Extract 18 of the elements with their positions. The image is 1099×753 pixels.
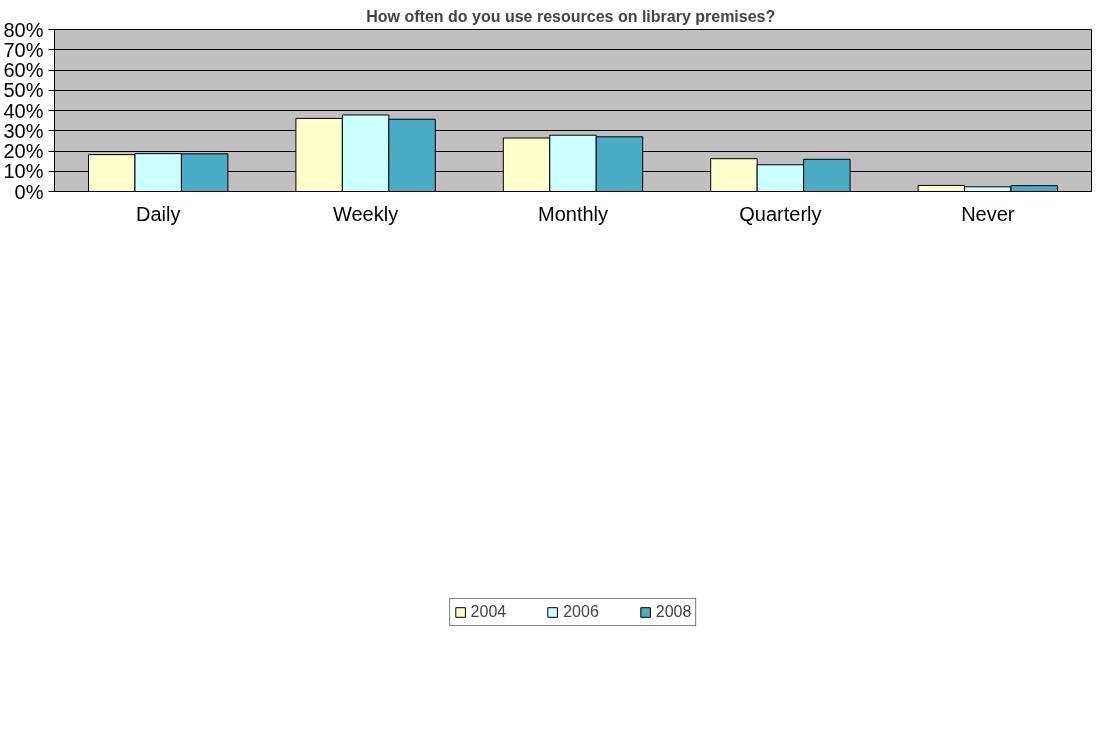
y-tick-label: 80% [3, 18, 44, 41]
y-tick-label: 40% [3, 99, 44, 122]
x-tick-label: Quarterly [739, 202, 822, 225]
x-tick-label: Weekly [333, 202, 399, 225]
legend-label: 2008 [655, 602, 692, 621]
legend-label: 2006 [563, 602, 599, 621]
y-tick-label: 10% [3, 160, 44, 183]
y-tick-label: 50% [3, 79, 44, 102]
x-tick-label: Never [961, 202, 1015, 225]
y-tick-label: 60% [3, 59, 44, 81]
y-tick-label: 20% [3, 140, 44, 162]
chart-title: How often do you use resources on library premises? [366, 7, 776, 25]
y-tick-label: 30% [3, 119, 44, 142]
y-tick-label: 0% [14, 180, 44, 203]
y-tick-label: 70% [3, 38, 44, 61]
legend-label: 2004 [470, 602, 507, 621]
x-tick-label: Daily [135, 202, 181, 225]
x-tick-label: Monthly [537, 202, 609, 225]
